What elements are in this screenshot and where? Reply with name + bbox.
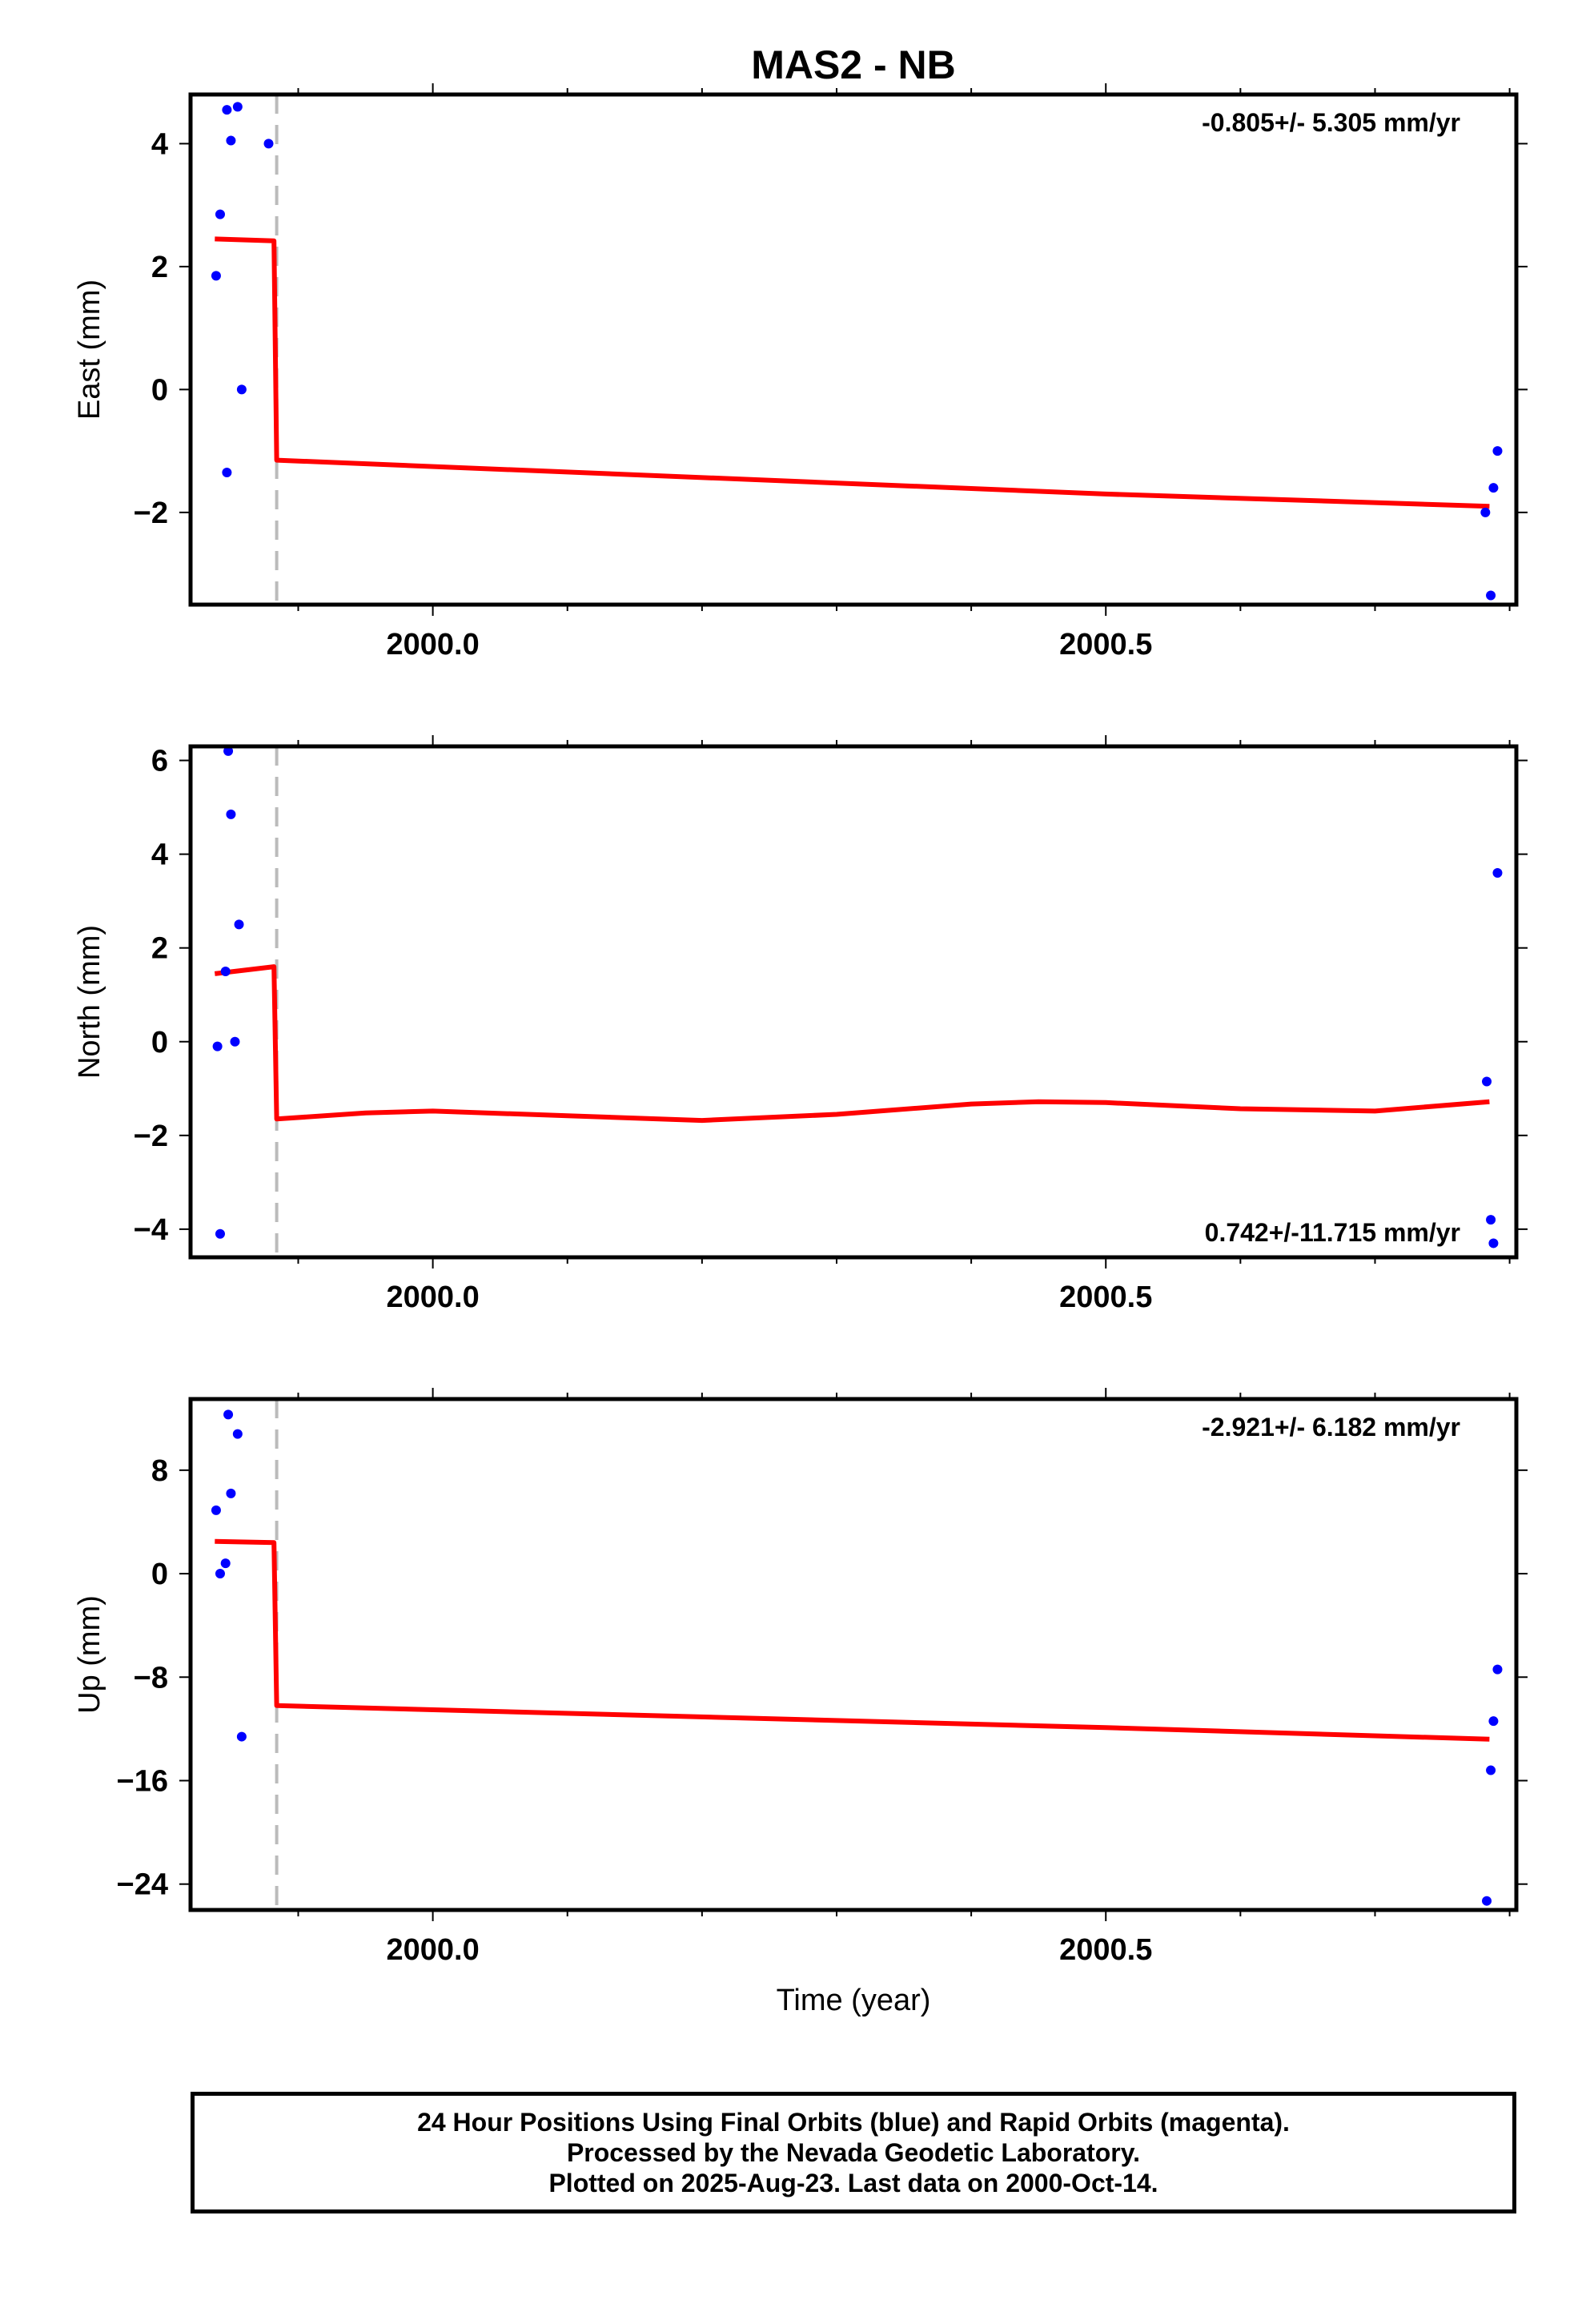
data-point	[223, 746, 234, 756]
data-point	[1492, 868, 1503, 879]
y-tick-label: −2	[134, 1120, 168, 1153]
y-tick-label: 2	[151, 932, 168, 966]
x-tick-label: 2000.0	[387, 1281, 480, 1314]
data-point	[215, 1228, 225, 1239]
data-point	[1488, 1716, 1499, 1727]
x-tick-label: 2000.5	[1059, 1933, 1152, 1967]
y-tick-label: 4	[151, 127, 168, 161]
data-point	[234, 919, 244, 930]
data-point	[1482, 1896, 1492, 1906]
panel-frame	[188, 744, 1519, 1260]
panel-1: 2000.0 2000.5 −2 0 2 4 East (mm) -0.805+/- 5.30…	[73, 83, 1528, 661]
data-point	[1488, 483, 1499, 493]
y-tick-label: 8	[151, 1454, 168, 1488]
data-point	[1486, 1215, 1496, 1225]
y-tick-label: −8	[134, 1661, 168, 1695]
data-point	[222, 105, 232, 115]
data-point	[236, 1731, 247, 1742]
data-point	[236, 384, 247, 395]
data-point	[226, 135, 236, 146]
y-tick-label: 2	[151, 251, 168, 284]
data-point	[1488, 1238, 1499, 1248]
y-tick-label: −2	[134, 497, 168, 530]
chart-title: MAS2 - NB	[751, 42, 956, 87]
model-line	[215, 236, 1490, 509]
data-point	[1486, 1765, 1496, 1775]
model-line	[214, 964, 1490, 1124]
x-tick-label: 2000.5	[1059, 1281, 1152, 1314]
caption-line-3: Plotted on 2025-Aug-23. Last data on 200…	[548, 2169, 1158, 2197]
panels: 2000.0 2000.5 −2 0 2 4 East (mm) -0.805+/- 5.30…	[73, 83, 1528, 1967]
y-tick-label: 0	[151, 1026, 168, 1059]
y-axis-label: Up (mm)	[73, 1595, 106, 1714]
data-point	[215, 209, 225, 219]
caption-line-2: Processed by the Nevada Geodetic Laborat…	[566, 2138, 1141, 2167]
y-tick-label: 4	[151, 838, 168, 872]
y-tick-label: 0	[151, 373, 168, 407]
x-tick-label: 2000.5	[1059, 628, 1152, 661]
x-tick-label: 2000.0	[387, 1933, 480, 1967]
data-point	[220, 966, 231, 976]
data-point	[1492, 1664, 1503, 1675]
rate-label: -0.805+/- 5.305 mm/yr	[1202, 108, 1460, 137]
data-point	[1486, 590, 1496, 601]
caption-line-1: 24 Hour Positions Using Final Orbits (bl…	[417, 2108, 1290, 2137]
data-point	[220, 1558, 231, 1569]
data-point	[1492, 446, 1503, 456]
data-point	[263, 139, 274, 149]
data-point	[212, 1041, 223, 1051]
y-tick-label: −16	[117, 1764, 168, 1798]
data-point	[1482, 1076, 1492, 1087]
rate-label: 0.742+/-11.715 mm/yr	[1205, 1218, 1460, 1247]
panel-3: 2000.0 2000.5 −24 −16 −8 0 8 Up (mm) -2.921+/- 6…	[73, 1388, 1528, 1967]
data-point	[230, 1036, 240, 1047]
data-point	[1480, 507, 1491, 517]
panel-frame	[188, 1397, 1519, 1912]
x-axis-label: Time (year)	[777, 1984, 931, 2017]
caption-box: 24 Hour Positions Using Final Orbits (bl…	[191, 2092, 1516, 2213]
x-tick-label: 2000.0	[387, 628, 480, 661]
plot-area	[211, 94, 1503, 605]
panel-frame	[188, 92, 1519, 607]
y-axis-label: East (mm)	[73, 279, 106, 420]
y-tick-label: 6	[151, 745, 168, 778]
data-point	[215, 1569, 225, 1579]
plot-area	[212, 746, 1503, 1257]
plot-area	[211, 1399, 1503, 1910]
y-tick-label: −4	[134, 1213, 168, 1247]
y-tick-label: −24	[117, 1868, 168, 1902]
data-point	[223, 1409, 234, 1420]
y-tick-label: 0	[151, 1558, 168, 1591]
rate-label: -2.921+/- 6.182 mm/yr	[1202, 1413, 1460, 1441]
data-point	[211, 1505, 221, 1515]
model-line	[215, 1538, 1490, 1742]
data-point	[232, 1429, 243, 1439]
panel-2: 2000.0 2000.5 −4 −2 0 2 4 6 North (mm) 0.742+/-11…	[73, 735, 1528, 1314]
data-point	[226, 1488, 236, 1498]
data-point	[222, 467, 232, 477]
data-point	[211, 271, 221, 281]
data-point	[226, 809, 236, 819]
data-point	[232, 102, 243, 112]
y-axis-label: North (mm)	[73, 925, 106, 1079]
